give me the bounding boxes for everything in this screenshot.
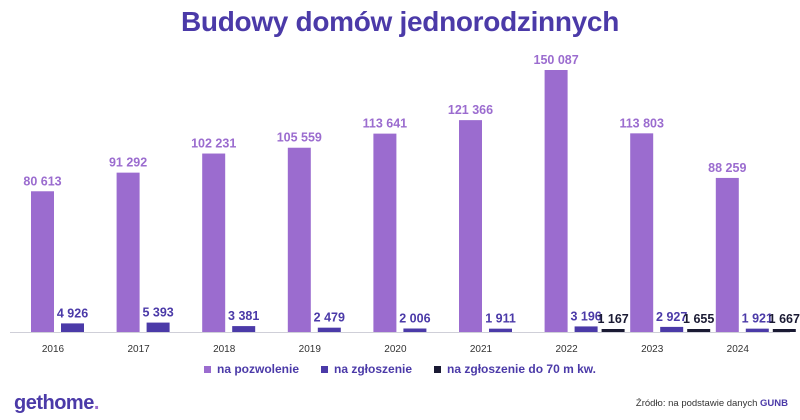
- data-label-1-2024: 1 921: [742, 312, 773, 326]
- data-label-0-2016: 80 613: [23, 174, 61, 188]
- bar-1-2020: [403, 328, 427, 332]
- legend-swatch-zgloszenie-70: [434, 365, 442, 373]
- data-label-1-2016: 4 926: [57, 306, 88, 320]
- gethome-logo: gethome.: [14, 392, 99, 415]
- data-label-1-2022: 3 196: [570, 309, 601, 323]
- x-tick-label-2021: 2021: [470, 344, 493, 355]
- bar-0-2017: [116, 172, 140, 332]
- bar-1-2022: [574, 326, 598, 332]
- legend-swatch-pozwolenie: [204, 365, 211, 373]
- x-tick-label-2018: 2018: [213, 344, 236, 355]
- x-tick-label-2023: 2023: [641, 344, 664, 355]
- bar-0-2018: [202, 153, 226, 332]
- bar-2-2022: [601, 329, 625, 332]
- x-tick-label-2024: 2024: [727, 344, 750, 355]
- bar-0-2019: [287, 147, 311, 332]
- x-tick-label-2019: 2019: [299, 344, 322, 355]
- logo-text: gethome: [14, 392, 94, 414]
- data-label-0-2017: 91 292: [109, 156, 147, 170]
- legend-label-zgloszenie-70: na zgłoszenie do 70 m kw.: [447, 362, 596, 376]
- bar-1-2021: [489, 328, 512, 332]
- legend-label-pozwolenie: na pozwolenie: [217, 362, 300, 376]
- legend-swatch-zgloszenie: [321, 365, 329, 373]
- x-tick-label-2020: 2020: [384, 344, 407, 355]
- bar-1-2019: [317, 327, 341, 332]
- x-tick-label-2016: 2016: [42, 344, 65, 355]
- data-label-0-2018: 102 231: [191, 137, 236, 151]
- chart-title: Budowy domów jednorodzinnych: [180, 6, 620, 37]
- data-label-1-2018: 3 381: [228, 309, 259, 323]
- x-tick-label-2022: 2022: [555, 344, 578, 355]
- data-label-0-2022: 150 087: [534, 53, 579, 67]
- data-label-0-2020: 113 641: [363, 117, 408, 131]
- data-label-0-2019: 105 559: [277, 131, 322, 145]
- data-label-2-2022: 1 167: [597, 312, 628, 326]
- data-label-0-2023: 113 803: [619, 116, 664, 130]
- bar-2-2024: [772, 329, 796, 332]
- data-label-1-2021: 1 911: [485, 312, 516, 326]
- x-tick-label-2017: 2017: [127, 344, 150, 355]
- bar-1-2016: [61, 323, 84, 332]
- bar-1-2024: [745, 328, 769, 332]
- bar-0-2020: [373, 133, 397, 332]
- legend-label-zgloszenie: na zgłoszenie: [334, 362, 413, 376]
- bar-1-2018: [232, 326, 256, 332]
- bar-0-2021: [459, 120, 482, 332]
- legend-item-zgloszenie: na zgłoszenie: [321, 362, 412, 376]
- bar-0-2022: [544, 70, 568, 332]
- data-label-1-2017: 5 393: [142, 306, 173, 320]
- source-name: GUNB: [760, 398, 788, 409]
- source-note: Źródło: na podstawie danych GUNB: [636, 398, 788, 409]
- legend-item-pozwolenie: na pozwolenie: [204, 362, 299, 376]
- legend-item-zgloszenie-70: na zgłoszenie do 70 m kw.: [434, 362, 596, 376]
- data-label-0-2024: 88 259: [708, 161, 746, 175]
- source-prefix: Źródło: na podstawie danych: [635, 398, 758, 409]
- logo-dot: .: [93, 392, 100, 414]
- data-label-1-2020: 2 006: [399, 311, 430, 325]
- chart-legend: na pozwolenie na zgłoszenie na zgłoszeni…: [0, 362, 800, 376]
- bar-1-2017: [146, 322, 170, 332]
- data-label-1-2019: 2 479: [314, 311, 345, 325]
- bar-1-2023: [660, 326, 684, 332]
- bar-0-2016: [31, 191, 54, 332]
- data-label-1-2023: 2 927: [656, 310, 687, 324]
- data-label-0-2021: 121 366: [448, 103, 493, 117]
- bar-0-2023: [630, 133, 654, 332]
- data-label-2-2024: 1 667: [769, 312, 800, 326]
- bar-2-2023: [687, 329, 711, 332]
- bar-0-2024: [715, 177, 739, 332]
- data-label-2-2023: 1 655: [683, 312, 714, 326]
